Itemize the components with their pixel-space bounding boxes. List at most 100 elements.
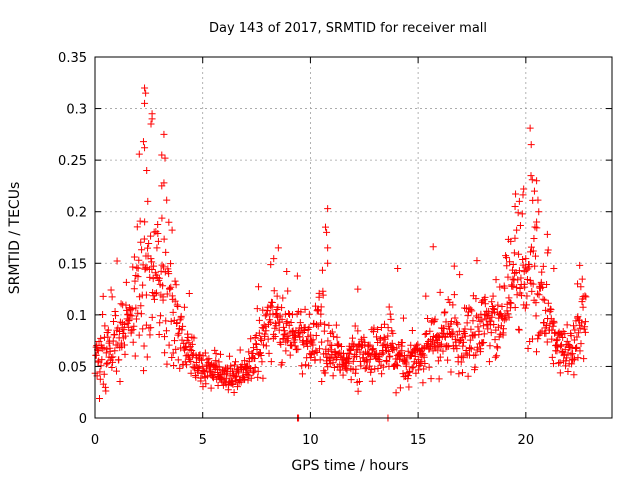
data-point [354,285,362,293]
data-point [575,329,583,337]
data-point [128,305,136,313]
data-point [127,327,135,335]
data-point [461,325,469,333]
data-point [298,370,306,378]
data-point [258,358,266,366]
data-point [163,290,171,298]
data-point [319,291,327,299]
data-point [496,283,504,291]
data-point [467,305,475,313]
data-point [430,317,438,325]
data-point [102,387,110,395]
data-point [312,347,320,355]
data-point [478,316,486,324]
data-point [501,284,509,292]
data-point [347,376,355,384]
data-point [572,345,580,353]
data-point [463,319,471,327]
data-point [113,257,121,265]
data-point [278,359,286,367]
data-point [162,248,170,256]
data-point [456,271,464,279]
data-point [161,154,169,162]
data-point [121,341,128,349]
data-point [171,277,179,285]
data-point [525,263,533,271]
data-point [187,357,195,365]
data-point [174,303,182,311]
y-axis-label: SRMTID / TECUs [7,182,23,295]
data-point [284,334,292,342]
data-point [505,294,513,302]
data-point [282,347,290,355]
y-tick-label: 0.05 [58,360,87,375]
data-point [277,340,285,348]
data-point [397,352,405,360]
data-point [499,331,507,339]
data-point [581,323,589,331]
data-point [160,263,168,271]
data-point [405,383,413,391]
data-point [210,371,218,379]
x-tick-label: 15 [410,433,427,448]
data-point [374,325,382,333]
data-point [116,378,124,386]
data-point [563,321,571,329]
data-point [502,315,510,323]
data-point [172,345,180,353]
data-point [143,353,151,361]
data-point [181,343,189,351]
data-point [317,310,325,318]
data-point [212,350,220,358]
data-point [555,359,563,367]
data-point [146,331,154,339]
data-point [543,281,551,289]
data-point [349,334,357,342]
data-point [148,265,156,273]
data-point [139,325,147,333]
data-point [148,115,156,123]
data-point [139,281,147,289]
data-point [467,325,475,333]
data-point [370,324,378,332]
data-point [579,303,587,311]
data-point [272,322,280,330]
data-point [296,333,304,341]
data-point [231,361,239,369]
data-point [155,274,163,282]
data-point [497,310,505,318]
data-point [343,366,351,374]
data-point [509,275,517,283]
x-tick-label: 20 [518,433,535,448]
data-point [515,325,523,333]
data-point [548,353,556,361]
data-point [117,300,125,308]
data-point [529,247,537,255]
data-point [264,335,272,343]
data-point [323,228,331,236]
data-point [516,284,524,292]
data-point [316,345,324,353]
data-point [330,363,338,371]
data-point [453,331,461,339]
data-point [471,363,479,371]
data-point [283,268,291,276]
data-point [477,345,485,353]
data-point [158,151,166,159]
data-point [257,335,265,343]
data-point [404,372,412,380]
data-point [190,334,198,342]
data-point [533,290,541,298]
data-point [533,348,541,356]
data-point [109,353,117,361]
data-point [157,267,165,275]
data-point [163,196,171,204]
data-point [216,350,224,358]
data-point [333,354,341,362]
data-point [384,348,392,356]
data-point [420,353,428,361]
data-point [542,329,550,337]
data-point [513,284,521,292]
data-point [132,304,140,312]
data-point [580,355,588,363]
